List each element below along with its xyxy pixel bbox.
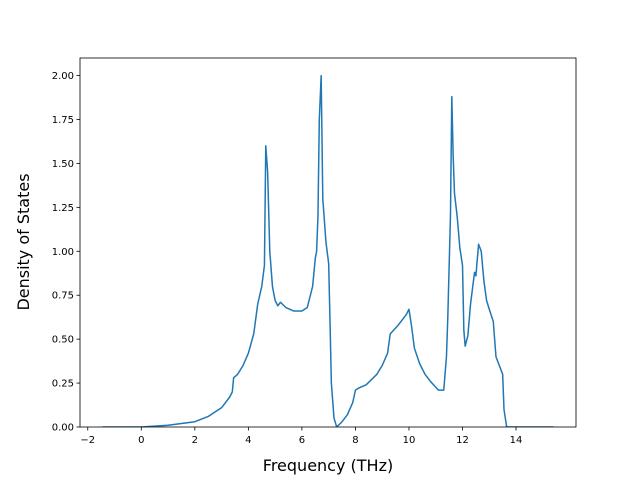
x-tick-label: 10 xyxy=(403,435,416,446)
x-tick-label: 4 xyxy=(245,435,251,446)
x-tick-label: 6 xyxy=(299,435,305,446)
y-axis-label: Density of States xyxy=(14,173,33,310)
x-tick-label: 8 xyxy=(352,435,358,446)
y-tick-label: 1.50 xyxy=(52,159,74,170)
y-tick-label: 0.25 xyxy=(52,379,74,390)
y-tick-label: 1.75 xyxy=(52,115,74,126)
x-tick-label: −2 xyxy=(80,435,95,446)
x-axis-label: Frequency (THz) xyxy=(263,456,393,475)
x-tick-label: 12 xyxy=(456,435,469,446)
x-tick-label: 2 xyxy=(192,435,198,446)
line-series xyxy=(102,74,554,427)
y-tick-label: 2.00 xyxy=(52,71,74,82)
y-tick-label: 1.25 xyxy=(52,203,74,214)
y-tick-label: 1.00 xyxy=(52,247,74,258)
y-tick-label: 0.75 xyxy=(52,291,74,302)
y-tick-label: 0.50 xyxy=(52,335,74,346)
plot-frame xyxy=(79,57,577,428)
x-tick-label: 14 xyxy=(510,435,523,446)
y-tick-label: 0.00 xyxy=(52,423,74,434)
x-tick-label: 0 xyxy=(138,435,144,446)
